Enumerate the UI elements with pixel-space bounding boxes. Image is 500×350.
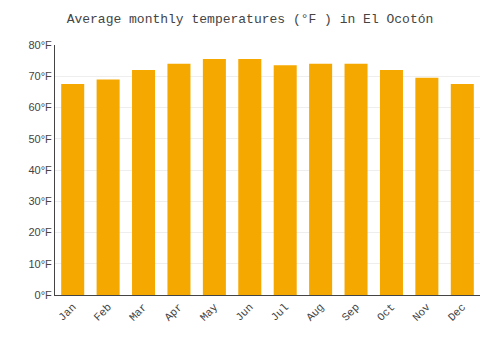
svg-text:60°F: 60°F [28,101,52,113]
svg-text:40°F: 40°F [28,164,52,176]
svg-text:Jun: Jun [233,301,255,323]
svg-text:Dec: Dec [446,301,468,323]
svg-text:Nov: Nov [410,301,433,324]
svg-text:Sep: Sep [340,301,362,323]
svg-text:70°F: 70°F [28,70,52,82]
svg-text:Oct: Oct [375,301,397,323]
svg-text:10°F: 10°F [28,258,52,270]
svg-text:Average monthly temperatures (: Average monthly temperatures (°F ) in El… [67,12,434,27]
svg-text:Jul: Jul [269,301,291,323]
svg-text:Jan: Jan [56,301,78,323]
svg-text:Mar: Mar [127,301,149,323]
svg-text:May: May [198,301,221,324]
svg-text:Aug: Aug [304,301,326,323]
svg-text:0°F: 0°F [35,289,53,301]
svg-text:Feb: Feb [92,301,114,323]
svg-text:80°F: 80°F [28,39,52,51]
svg-text:30°F: 30°F [28,195,52,207]
svg-text:Apr: Apr [162,301,184,323]
svg-text:50°F: 50°F [28,133,52,145]
svg-text:20°F: 20°F [28,226,52,238]
